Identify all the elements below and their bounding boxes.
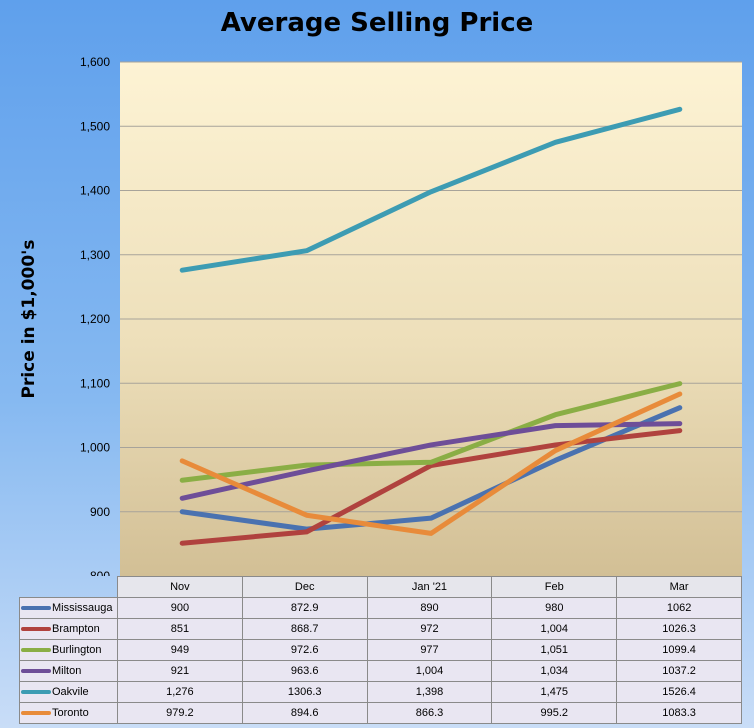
- legend-label: Mississauga: [52, 602, 113, 614]
- category-header: Nov: [117, 576, 243, 598]
- data-cell: 1,398: [366, 681, 493, 703]
- data-cell: 868.7: [241, 618, 368, 640]
- y-tick-label: 800: [90, 569, 110, 576]
- y-tick-label: 1,600: [80, 55, 110, 69]
- data-cell: 1037.2: [616, 660, 742, 682]
- data-cell: 1,276: [117, 681, 243, 703]
- series-line-milton: [179, 421, 683, 501]
- data-cell: 949: [117, 639, 243, 661]
- data-cell: 872.9: [241, 597, 368, 619]
- data-cell: 972: [366, 618, 493, 640]
- legend-swatch: [21, 711, 51, 716]
- data-cell: 1,004: [366, 660, 493, 682]
- data-cell: 894.6: [241, 702, 368, 724]
- legend-swatch: [21, 627, 51, 632]
- data-cell: 851: [117, 618, 243, 640]
- data-cell: 921: [117, 660, 243, 682]
- legend-swatch: [21, 669, 51, 674]
- legend-swatch: [21, 606, 51, 611]
- y-tick-label: 1,500: [80, 119, 110, 133]
- data-cell: 1,004: [491, 618, 618, 640]
- data-cell: 979.2: [117, 702, 243, 724]
- legend-label: Brampton: [52, 623, 100, 635]
- legend-entry: Oakvile: [19, 681, 118, 703]
- y-tick-label: 900: [90, 505, 110, 519]
- table-row: Burlington 949 972.6 977 1,051 1099.4: [19, 639, 742, 661]
- category-header: Jan '21: [366, 576, 493, 598]
- table-row: Mississauga 900 872.9 890 980 1062: [19, 597, 742, 619]
- legend-swatch: [21, 690, 51, 695]
- data-cell: 1,034: [491, 660, 618, 682]
- chart-title: Average Selling Price: [220, 8, 534, 38]
- legend-label: Milton: [52, 665, 82, 677]
- legend-entry: Burlington: [19, 639, 118, 661]
- data-cell: 977: [366, 639, 493, 661]
- data-cell: 1083.3: [616, 702, 742, 724]
- category-header: Mar: [616, 576, 742, 598]
- data-cell: 1,051: [491, 639, 618, 661]
- legend-label: Toronto: [52, 707, 89, 719]
- line-chart: 800 900 1,000 1,100 1,200 1,300 1,400 1,500 1,60…: [80, 55, 742, 576]
- data-cell: 1026.3: [616, 618, 742, 640]
- legend-entry: Mississauga: [19, 597, 118, 619]
- data-cell: 963.6: [241, 660, 368, 682]
- series-line-brampton: [179, 428, 683, 546]
- table-row: Toronto 979.2 894.6 866.3 995.2 1083.3: [19, 702, 742, 724]
- data-cell: 1062: [616, 597, 742, 619]
- category-header: Dec: [241, 576, 368, 598]
- legend-entry: Brampton: [19, 618, 118, 640]
- series-line-toronto: [179, 391, 683, 536]
- legend-entry: Toronto: [19, 702, 118, 724]
- table-row: Oakvile 1,276 1306.3 1,398 1,475 1526.4: [19, 681, 742, 703]
- data-cell: 995.2: [491, 702, 618, 724]
- legend-swatch: [21, 648, 51, 653]
- legend-label: Oakvile: [52, 686, 89, 698]
- series-line-burlington: [179, 381, 683, 483]
- data-cell: 890: [366, 597, 493, 619]
- data-cell: 900: [117, 597, 243, 619]
- table-row: Brampton 851 868.7 972 1,004 1026.3: [19, 618, 742, 640]
- y-tick-label: 1,000: [80, 441, 110, 455]
- data-cell: 1,475: [491, 681, 618, 703]
- data-cell: 972.6: [241, 639, 368, 661]
- y-tick-label: 1,300: [80, 248, 110, 262]
- data-cell: 1526.4: [616, 681, 742, 703]
- series-line-oakvile: [179, 106, 683, 273]
- table-corner: [19, 576, 118, 598]
- data-cell: 980: [491, 597, 618, 619]
- series-line-mississauga: [179, 405, 683, 532]
- y-tick-label: 1,400: [80, 184, 110, 198]
- data-cell: 866.3: [366, 702, 493, 724]
- category-header: Feb: [491, 576, 618, 598]
- data-table: Nov Dec Jan '21 Feb Mar Mississauga 900 872.9 8…: [19, 576, 742, 724]
- table-row: Milton 921 963.6 1,004 1,034 1037.2: [19, 660, 742, 682]
- legend-label: Burlington: [52, 644, 102, 656]
- data-cell: 1306.3: [241, 681, 368, 703]
- data-cell: 1099.4: [616, 639, 742, 661]
- y-tick-label: 1,100: [80, 376, 110, 390]
- legend-entry: Milton: [19, 660, 118, 682]
- y-tick-label: 1,200: [80, 312, 110, 326]
